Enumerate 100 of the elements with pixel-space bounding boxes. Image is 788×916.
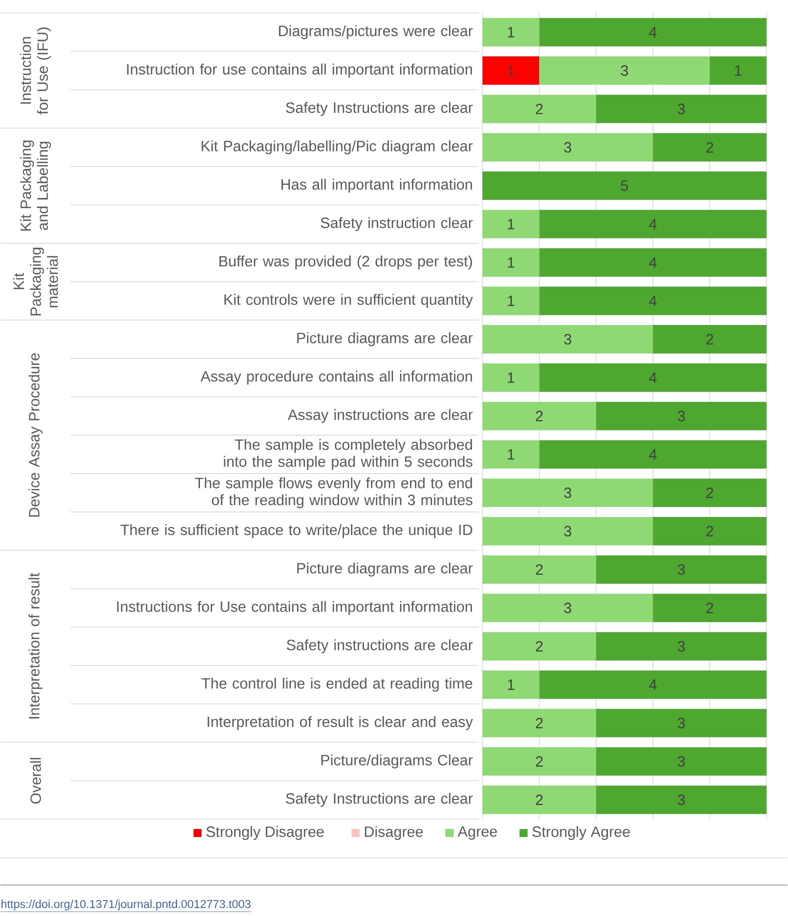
bar <box>482 632 596 661</box>
bar <box>596 402 767 430</box>
y-tick-label: Safety instructions are clear <box>286 639 473 654</box>
bar <box>596 708 767 738</box>
legend-label: Strongly Agree <box>532 826 630 840</box>
data-label: 1 <box>508 296 514 306</box>
y-tick-label: Buffer was provided (2 drops per test) <box>219 256 472 270</box>
bar <box>539 286 767 316</box>
bar <box>482 594 653 622</box>
data-label: 3 <box>678 718 685 728</box>
bar <box>539 363 767 392</box>
data-label: 3 <box>678 756 685 767</box>
data-label: 3 <box>564 487 572 498</box>
data-label: 2 <box>706 526 714 536</box>
data-label: 4 <box>649 372 657 383</box>
bar <box>596 786 767 814</box>
y-tick-label: Instructions for Use contains all important information <box>117 600 472 615</box>
data-label: 2 <box>706 488 714 498</box>
bar <box>652 594 767 622</box>
bar <box>482 325 653 354</box>
y-tick-label: Safety Instructions are clear <box>286 792 473 807</box>
data-label: 2 <box>536 718 543 728</box>
y-tick-label: Picture diagrams are clear <box>297 562 473 576</box>
bar <box>482 708 596 738</box>
bar <box>482 286 540 316</box>
data-label: 3 <box>678 564 685 575</box>
y-tick-label: Picture/diagrams Clear <box>321 754 473 768</box>
data-label: 3 <box>564 526 572 536</box>
text: Kit Packaging and Labelling <box>20 140 51 231</box>
y-tick-label: There is sufficient space to write/place the unique ID <box>120 524 472 538</box>
bar <box>482 248 540 277</box>
text: Overall <box>30 758 41 804</box>
text: Interpretation of result <box>28 572 42 718</box>
bar <box>652 325 767 354</box>
bar <box>539 18 767 46</box>
data-label: 3 <box>564 334 572 345</box>
bar <box>482 172 767 200</box>
text: Instruction for Use (IFU) <box>20 28 51 114</box>
data-label: 2 <box>536 104 543 114</box>
y-tick-label: Picture diagrams are clear <box>297 332 473 346</box>
bar <box>539 440 767 469</box>
y-tick-label: Assay procedure contains all information <box>200 370 472 385</box>
data-label: 4 <box>649 449 657 460</box>
y-tick-label: Instruction for use contains all important information <box>127 64 472 78</box>
data-label: 4 <box>649 257 657 268</box>
data-label: 2 <box>536 794 543 806</box>
bar <box>482 786 596 814</box>
y-tick-label: Kit Packaging/labelling/Pic diagram clear <box>202 140 473 154</box>
bar <box>539 56 710 85</box>
text: Device Assay Procedure <box>28 353 42 517</box>
y-tick-label: Safety instruction clear <box>320 217 473 232</box>
bar <box>482 210 540 238</box>
data-label: 2 <box>536 756 543 767</box>
data-label: 5 <box>620 180 628 191</box>
data-label: 3 <box>564 602 572 614</box>
data-label: 2 <box>706 334 714 344</box>
bar <box>482 440 540 469</box>
bar <box>482 402 596 430</box>
y-tick-label: Assay instructions are clear <box>288 409 473 423</box>
data-label: 4 <box>649 680 657 690</box>
data-label: 4 <box>649 296 657 306</box>
data-label: 1 <box>508 680 514 690</box>
text: https://doi.org/10.1371/journal.pntd.0012773.t003 <box>1 900 250 910</box>
bar <box>482 18 540 46</box>
data-label: 1 <box>735 65 742 76</box>
y-tick-label: Interpretation of result is clear and easy <box>208 716 473 730</box>
bar <box>482 670 540 699</box>
data-label: 2 <box>536 410 543 422</box>
bar <box>539 210 767 238</box>
bar <box>482 516 653 546</box>
bar <box>482 555 596 584</box>
bar <box>539 248 767 277</box>
bar <box>596 94 767 124</box>
data-label: 3 <box>678 641 685 652</box>
y-tick-label: The control line is ended at reading time <box>202 678 472 692</box>
legend-label: Disagree <box>364 826 423 840</box>
legend-label: Strongly Disagree <box>206 826 324 840</box>
data-label: 1 <box>508 27 514 38</box>
data-label: 3 <box>678 794 685 806</box>
y-tick-label: The sample flows evenly from end to end of the reading window within 3 minutes <box>195 477 472 508</box>
bar <box>482 478 653 507</box>
legend-label: Agree <box>458 826 497 840</box>
bar <box>710 56 767 85</box>
bar <box>596 632 767 661</box>
bar <box>482 747 596 776</box>
data-label: 2 <box>706 142 714 153</box>
data-label: 2 <box>706 602 714 614</box>
bar <box>652 516 767 546</box>
bar <box>539 670 767 699</box>
bar <box>652 133 767 162</box>
bar <box>596 555 767 584</box>
data-label: 2 <box>536 564 543 575</box>
bar <box>482 133 653 162</box>
y-tick-label: Diagrams/pictures were clear <box>279 25 473 40</box>
data-label: 4 <box>649 218 657 230</box>
bar <box>482 363 540 392</box>
data-label: 1 <box>508 257 514 268</box>
data-label: 1 <box>508 372 514 383</box>
data-label: 4 <box>649 27 657 38</box>
data-label: 1 <box>508 449 514 460</box>
